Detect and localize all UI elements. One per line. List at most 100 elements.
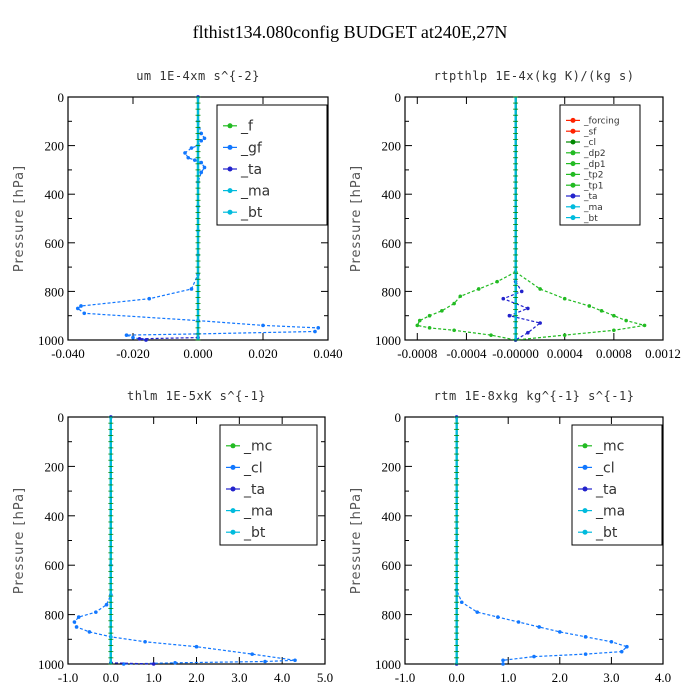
legend-marker <box>227 144 233 150</box>
legend-label: _ma <box>240 184 270 200</box>
data-point <box>440 309 444 313</box>
data-point <box>538 287 542 291</box>
data-point <box>87 630 92 634</box>
legend-marker <box>582 443 588 449</box>
data-point <box>619 649 624 654</box>
legend-label: _dp2 <box>583 149 606 159</box>
legend-marker <box>230 486 236 492</box>
x-tick-label: -0.0004 <box>446 346 487 361</box>
data-point <box>75 306 80 311</box>
data-point <box>313 329 317 334</box>
y-tick-label: 600 <box>382 558 402 573</box>
y-tick-label: 800 <box>45 608 65 623</box>
legend-marker <box>230 508 236 514</box>
data-point <box>143 639 147 644</box>
legend-label: _cl <box>583 138 596 148</box>
chart-panels: um 1E-4xm s^{-2} 0 200 400 600 800 1000 -0.040 -… <box>12 69 681 685</box>
data-point <box>74 625 79 629</box>
legend-label: _tp2 <box>583 171 603 181</box>
data-point <box>537 625 541 629</box>
legend-marker <box>582 486 588 492</box>
legend-label: _gf <box>240 140 263 156</box>
data-point <box>72 620 77 624</box>
legend-label: _ta <box>240 162 262 178</box>
legend-marker <box>227 209 233 215</box>
y-tick-label: 800 <box>382 284 402 299</box>
data-point <box>599 309 604 313</box>
data-point <box>476 287 481 291</box>
data-point <box>427 326 432 330</box>
x-tick-label: -0.020 <box>116 346 150 361</box>
legend-label: _ta <box>243 482 265 498</box>
legend-marker <box>570 150 576 156</box>
x-tick-label: 0.040 <box>313 346 342 361</box>
y-tick-label: 200 <box>382 139 402 154</box>
data-point <box>415 323 420 328</box>
legend-label: _bt <box>583 214 598 224</box>
y-axis-label: Pressure [hPa] <box>349 165 364 272</box>
legend-label: _ta <box>583 192 598 202</box>
legend-marker <box>570 128 576 134</box>
legend-marker <box>570 215 576 221</box>
data-point <box>94 610 98 614</box>
y-tick-label: 600 <box>382 236 402 251</box>
data-point <box>501 662 505 666</box>
data-point <box>501 658 505 663</box>
x-tick-label: 4.0 <box>655 670 671 685</box>
data-point <box>495 279 499 284</box>
legend-label: _cl <box>595 460 615 476</box>
series-line-ta <box>501 281 542 341</box>
legend-box <box>216 104 328 226</box>
data-point <box>558 630 562 634</box>
panel-title: thlm 1E-5xK s^{-1} <box>127 389 266 403</box>
x-tick-label: 0.0 <box>103 670 119 685</box>
x-tick-label: 0.0004 <box>547 346 583 361</box>
data-point <box>261 323 265 328</box>
data-point <box>452 328 456 333</box>
data-point <box>458 294 463 299</box>
y-tick-label: 200 <box>45 139 65 154</box>
data-point <box>562 333 567 337</box>
x-tick-label: 0.0 <box>448 670 464 685</box>
y-tick-label: 200 <box>382 459 402 474</box>
legend-label: _mc <box>595 439 624 455</box>
data-point <box>202 136 207 141</box>
panel-title: rtm 1E-8xkg kg^{-1} s^{-1} <box>434 389 635 403</box>
legend: _mc _cl _ta _ma _bt <box>571 424 663 546</box>
y-tick-label: 400 <box>45 509 65 524</box>
x-tick-label: -0.040 <box>51 346 85 361</box>
y-tick-label: 600 <box>45 558 65 573</box>
y-tick-label: 1000 <box>38 657 64 672</box>
x-tick-label: 1.0 <box>146 670 162 685</box>
series-line-tp1 <box>515 271 645 341</box>
y-tick-label: 0 <box>58 410 65 425</box>
y-tick-label: 0 <box>395 90 402 105</box>
x-tick-label: 3.0 <box>603 670 619 685</box>
x-tick-label: 0.0008 <box>596 346 632 361</box>
x-tick-label: 4.0 <box>274 670 290 685</box>
data-point <box>293 658 297 663</box>
data-point <box>516 620 521 624</box>
x-tick-label: 0.020 <box>248 346 277 361</box>
data-point <box>189 287 194 291</box>
legend-label: _mc <box>243 439 272 455</box>
legend-marker <box>582 464 588 470</box>
data-point <box>452 301 456 306</box>
data-point <box>496 615 500 619</box>
series-line-cl <box>456 417 629 664</box>
legend-label: _ma <box>595 504 625 520</box>
data-point <box>186 155 191 160</box>
data-point <box>199 170 204 175</box>
data-point <box>82 311 87 316</box>
panel-title: um 1E-4xm s^{-2} <box>136 69 260 83</box>
data-point <box>519 289 524 294</box>
legend: _forcing_sf_cl_dp2_dp1_tp2_tp1_ta_ma_bt <box>559 104 641 226</box>
legend-marker <box>570 161 576 167</box>
legend-label: _ma <box>583 203 603 213</box>
x-tick-label: 2.0 <box>552 670 568 685</box>
legend-marker <box>570 193 576 199</box>
data-point <box>173 660 177 665</box>
data-point <box>526 330 530 335</box>
legend-marker <box>230 464 236 470</box>
data-point <box>202 165 207 170</box>
